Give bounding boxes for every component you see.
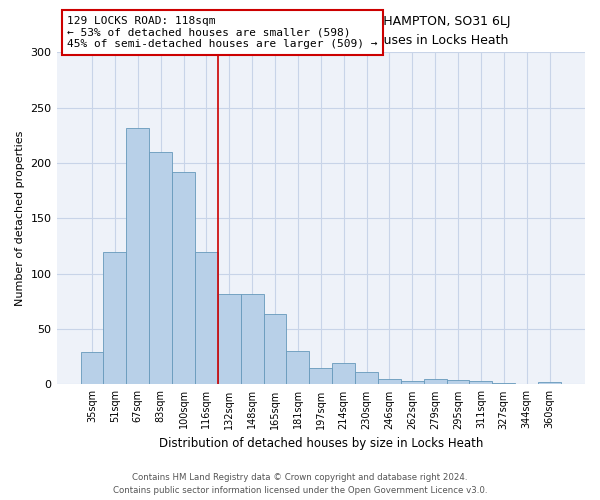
Text: 129 LOCKS ROAD: 118sqm
← 53% of detached houses are smaller (598)
45% of semi-de: 129 LOCKS ROAD: 118sqm ← 53% of detached… [67,16,377,49]
Text: Contains HM Land Registry data © Crown copyright and database right 2024.
Contai: Contains HM Land Registry data © Crown c… [113,474,487,495]
Bar [332,364,355,384]
Bar [263,314,286,384]
Bar [310,368,332,384]
Bar [241,294,263,384]
Bar [103,252,127,384]
Bar [127,128,149,384]
Y-axis label: Number of detached properties: Number of detached properties [15,130,25,306]
Bar [286,351,310,384]
Bar [469,381,493,384]
Bar [401,381,424,384]
Bar [538,382,561,384]
Bar [195,252,218,384]
Bar [355,372,378,384]
Bar [149,152,172,384]
Bar [218,294,241,384]
Bar [446,380,469,384]
Bar [424,379,446,384]
Title: 129, LOCKS ROAD, LOCKS HEATH, SOUTHAMPTON, SO31 6LJ
Size of property relative to: 129, LOCKS ROAD, LOCKS HEATH, SOUTHAMPTO… [131,15,510,47]
X-axis label: Distribution of detached houses by size in Locks Heath: Distribution of detached houses by size … [158,437,483,450]
Bar [80,352,103,384]
Bar [172,172,195,384]
Bar [378,379,401,384]
